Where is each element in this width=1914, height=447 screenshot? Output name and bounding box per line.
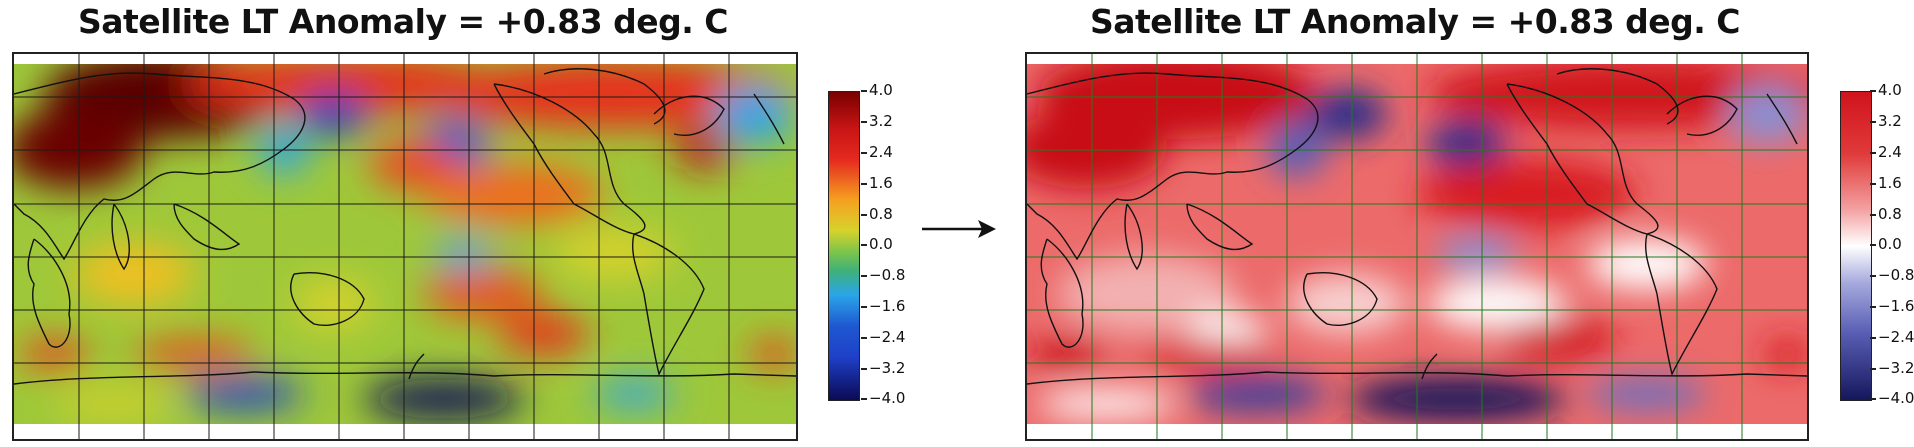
left-tick-3.2: 3.2 [861,112,893,130]
right-map-canvas [1027,54,1807,439]
right-tick-neg2.4: −2.4 [1869,328,1914,346]
right-arrow-icon [922,220,996,238]
left-tick-neg3.2: −3.2 [860,359,906,377]
left-tick-neg0.8: −0.8 [860,266,906,284]
right-tick-1.6: 1.6 [1870,174,1902,192]
right-tick-2.4: 2.4 [1870,143,1902,161]
left-tick-2.4: 2.4 [861,143,893,161]
right-tick-neg0.8: −0.8 [1869,266,1914,284]
left-tick-4.0: 4.0 [861,81,893,99]
right-tick-0.8: 0.8 [1870,205,1902,223]
right-tick-neg4.0: −4.0 [1869,389,1914,407]
left-tick-0.8: 0.8 [861,205,893,223]
left-tick-0.0: 0.0 [861,235,893,253]
right-map-title: Satellite LT Anomaly = +0.83 deg. C [1089,2,1741,41]
left-tick-1.6: 1.6 [861,174,893,192]
right-tick-0.0: 0.0 [1870,235,1902,253]
left-map-title: Satellite LT Anomaly = +0.83 deg. C [77,2,729,41]
left-coastlines [14,68,796,385]
right-tick-neg3.2: −3.2 [1869,359,1914,377]
right-colorbar-ticks: 4.0 3.2 2.4 1.6 0.8 0.0 −0.8 −1.6 −2.4 −… [1869,81,1914,412]
left-tick-neg4.0: −4.0 [860,389,906,407]
right-coastlines [1027,68,1807,385]
right-tick-3.2: 3.2 [1870,112,1902,130]
right-tick-neg1.6: −1.6 [1869,297,1914,315]
left-anomaly-map [12,52,798,441]
left-map-canvas [14,54,796,439]
left-tick-neg2.4: −2.4 [860,328,906,346]
left-tick-neg1.6: −1.6 [860,297,906,315]
right-tick-4.0: 4.0 [1870,81,1902,99]
left-colorbar-ticks: 4.0 3.2 2.4 1.6 0.8 0.0 −0.8 −1.6 −2.4 −… [860,81,919,412]
left-anomaly-field [14,64,796,424]
left-colorbar [828,91,860,401]
right-anomaly-map [1025,52,1809,441]
right-colorbar [1840,91,1872,401]
